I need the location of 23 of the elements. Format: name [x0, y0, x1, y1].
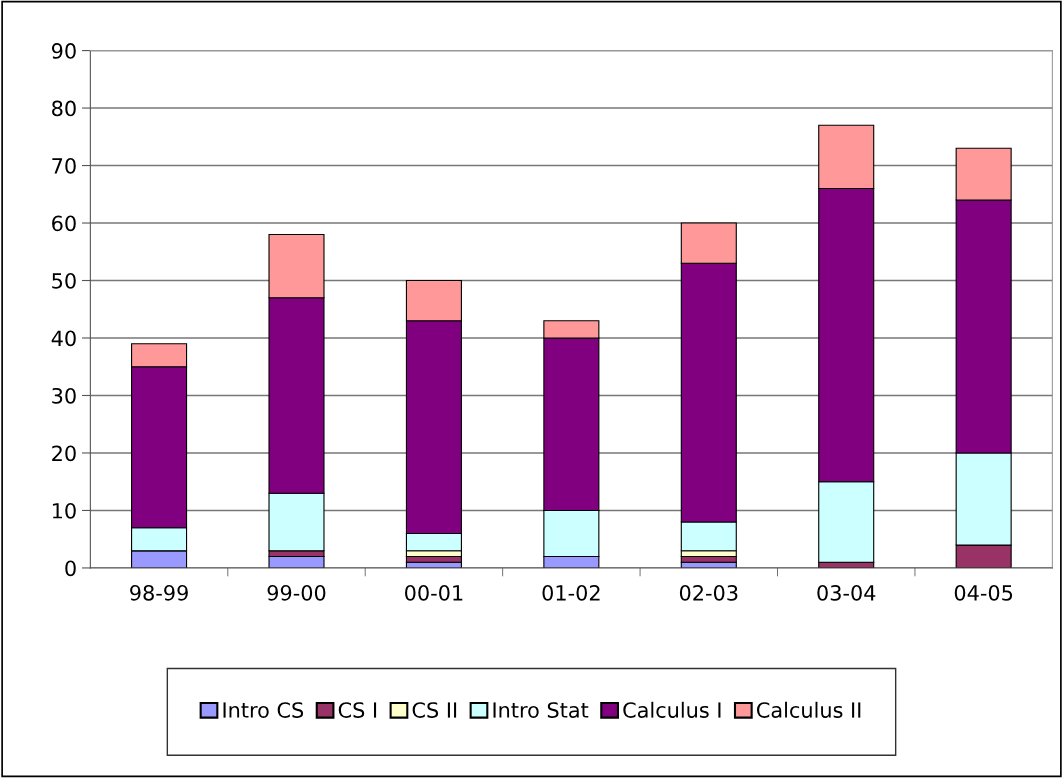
- y-tick-label: 10: [52, 502, 76, 519]
- y-tick-label: 90: [51, 43, 76, 59]
- y-tick-label: 70: [52, 157, 76, 174]
- x-tick-label: 04-05: [954, 584, 1013, 601]
- x-tick-label: 02-03: [679, 584, 738, 601]
- y-tick-label: 20: [52, 445, 76, 462]
- x-tick-label: 00-01: [405, 584, 463, 601]
- x-tick-label: 01-02: [542, 584, 600, 601]
- x-tick-label: 03-04: [817, 584, 876, 601]
- legend-label: CS II: [412, 702, 457, 718]
- legend-label: Intro Stat: [493, 702, 589, 718]
- y-tick-label: 0: [65, 560, 76, 577]
- x-tick-label: 98-99: [130, 584, 188, 601]
- y-tick-label: 80: [52, 100, 76, 117]
- y-tick-label: 40: [51, 330, 76, 347]
- legend-label: Intro CS: [223, 702, 304, 718]
- y-tick-label: 60: [52, 215, 76, 232]
- legend-label: Calculus I: [623, 701, 721, 718]
- y-tick-label: 30: [52, 387, 76, 404]
- y-tick-label: 50: [52, 272, 76, 289]
- legend-label: CS I: [338, 702, 377, 718]
- legend-label: Calculus II: [756, 701, 861, 718]
- x-tick-label: 99-00: [267, 584, 326, 601]
